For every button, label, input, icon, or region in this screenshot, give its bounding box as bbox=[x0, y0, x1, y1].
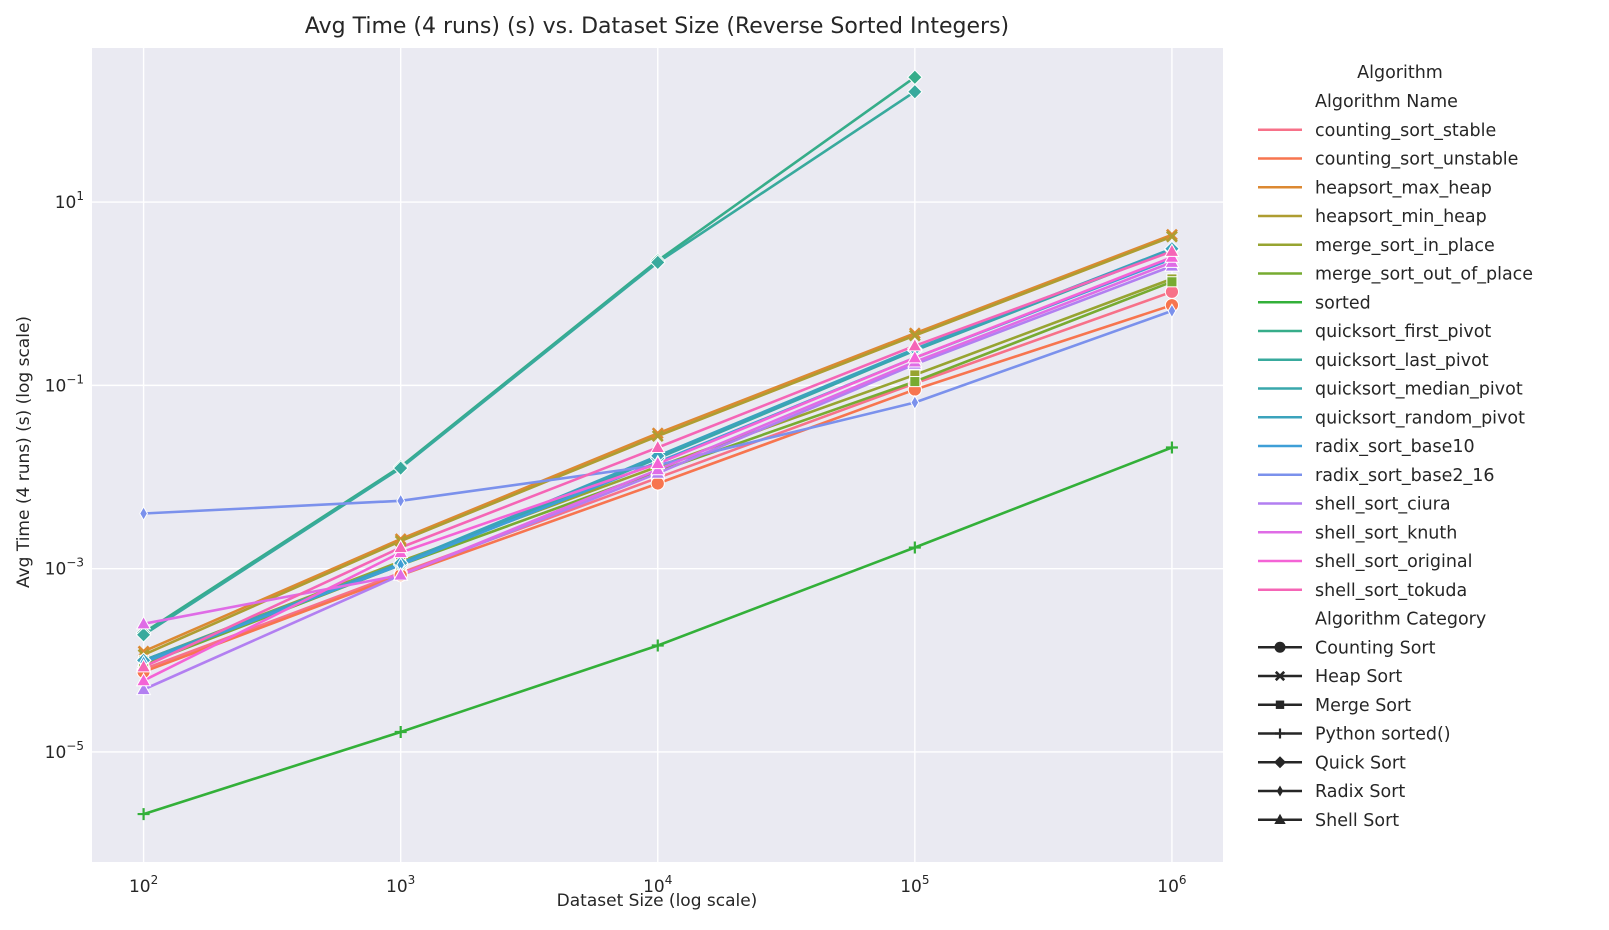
data-point-shell_sort_tokuda bbox=[135, 658, 152, 673]
legend-entry-radix_sort_base10: radix_sort_base10 bbox=[1315, 437, 1475, 457]
legend-style-Python sorted(): Python sorted() bbox=[1315, 725, 1451, 745]
series-line-quicksort_last_pivot bbox=[142, 90, 916, 636]
legend-entry-merge_sort_out_of_place: merge_sort_out_of_place bbox=[1315, 265, 1533, 285]
chart-title: Avg Time (4 runs) (s) vs. Dataset Size (… bbox=[305, 14, 1009, 39]
legend-style-title: Algorithm Category bbox=[1315, 610, 1486, 630]
data-point-radix_sort_base2_16 bbox=[139, 505, 149, 522]
data-point-radix_sort_base2_16 bbox=[910, 394, 920, 411]
data-point-quicksort_last_pivot bbox=[649, 254, 666, 271]
legend-entry-quicksort_random_pivot: quicksort_random_pivot bbox=[1315, 408, 1525, 428]
data-point-quicksort_last_pivot bbox=[392, 460, 409, 477]
y-tick-label: 10−5 bbox=[45, 739, 84, 763]
legend-style-Merge Sort: Merge Sort bbox=[1315, 696, 1411, 716]
legend-entry-merge_sort_in_place: merge_sort_in_place bbox=[1315, 236, 1495, 256]
legend-entry-counting_sort_stable: counting_sort_stable bbox=[1315, 121, 1496, 141]
y-axis-label: Avg Time (4 runs) (s) (log scale) bbox=[14, 316, 34, 588]
data-point-shell_sort_ciura bbox=[135, 681, 152, 696]
data-point-heapsort_max_heap bbox=[1165, 228, 1178, 241]
legend-entry-shell_sort_knuth: shell_sort_knuth bbox=[1315, 523, 1457, 543]
data-point-heapsort_min_heap bbox=[908, 329, 921, 342]
legend-entry-quicksort_first_pivot: quicksort_first_pivot bbox=[1315, 322, 1491, 342]
data-point-shell_sort_original bbox=[135, 672, 152, 687]
data-point-sorted bbox=[1165, 441, 1178, 454]
data-point-quicksort_last_pivot bbox=[135, 626, 152, 643]
legend-style-marker-plus bbox=[1275, 728, 1285, 739]
x-tick-label: 104 bbox=[643, 873, 672, 897]
legend-entry-radix_sort_base2_16: radix_sort_base2_16 bbox=[1315, 466, 1495, 486]
legend-style-Shell Sort: Shell Sort bbox=[1315, 811, 1399, 831]
data-point-heapsort_max_heap bbox=[908, 327, 921, 340]
legend-style-marker-x bbox=[1274, 670, 1286, 682]
data-point-shell_sort_knuth bbox=[392, 566, 409, 581]
data-point-shell_sort_tokuda bbox=[650, 439, 666, 454]
legend-hue-title: Algorithm Name bbox=[1315, 92, 1458, 112]
legend-entry-shell_sort_ciura: shell_sort_ciura bbox=[1315, 495, 1451, 515]
legend-entry-shell_sort_tokuda: shell_sort_tokuda bbox=[1315, 581, 1467, 601]
data-point-shell_sort_tokuda bbox=[907, 337, 923, 352]
legend-entry-heapsort_min_heap: heapsort_min_heap bbox=[1315, 207, 1487, 227]
legend-entry-sorted: sorted bbox=[1315, 293, 1371, 313]
data-point-heapsort_max_heap bbox=[651, 427, 664, 440]
data-point-merge_sort_out_of_place bbox=[909, 376, 921, 388]
legend-style-marker-thin-diamond bbox=[1276, 785, 1284, 797]
legend-style-marker-square bbox=[1275, 700, 1285, 709]
data-point-radix_sort_base2_16 bbox=[1167, 303, 1177, 319]
legend-entry-quicksort_median_pivot: quicksort_median_pivot bbox=[1315, 380, 1523, 400]
legend-title: Algorithm bbox=[1357, 63, 1443, 83]
legend-style-Quick Sort: Quick Sort bbox=[1315, 753, 1406, 773]
legend-style-Radix Sort: Radix Sort bbox=[1315, 782, 1405, 802]
x-tick-label: 103 bbox=[386, 873, 415, 897]
data-point-shell_sort_knuth bbox=[135, 615, 152, 630]
y-tick-label: 10−3 bbox=[45, 556, 84, 580]
y-tick-label: 101 bbox=[55, 189, 84, 213]
legend-entry-quicksort_last_pivot: quicksort_last_pivot bbox=[1315, 351, 1489, 371]
legend-entry-heapsort_max_heap: heapsort_max_heap bbox=[1315, 178, 1492, 198]
legend-style-Counting Sort: Counting Sort bbox=[1315, 638, 1436, 658]
x-tick-label: 102 bbox=[129, 873, 158, 897]
data-point-shell_sort_original bbox=[907, 349, 923, 364]
data-point-shell_sort_tokuda bbox=[1164, 243, 1180, 257]
data-point-heapsort_min_heap bbox=[1165, 230, 1178, 243]
legend-style-marker-triangle bbox=[1274, 813, 1286, 824]
data-point-heapsort_min_heap bbox=[651, 430, 664, 443]
data-point-counting_sort_unstable bbox=[650, 476, 665, 491]
data-point-heapsort_max_heap bbox=[394, 533, 407, 546]
legend-style-marker-diamond bbox=[1274, 756, 1286, 769]
data-point-sorted bbox=[908, 541, 921, 554]
data-point-sorted bbox=[394, 726, 407, 739]
legend-style-Heap Sort: Heap Sort bbox=[1315, 667, 1402, 687]
x-tick-label: 106 bbox=[1157, 873, 1186, 897]
data-point-radix_sort_base2_16 bbox=[396, 493, 406, 509]
legend-entry-counting_sort_unstable: counting_sort_unstable bbox=[1315, 150, 1518, 170]
data-point-shell_sort_original bbox=[650, 455, 666, 470]
data-point-sorted bbox=[137, 808, 150, 821]
y-tick-label: 10−1 bbox=[45, 372, 84, 396]
data-point-quicksort_last_pivot bbox=[906, 83, 923, 100]
data-point-merge_sort_out_of_place bbox=[1166, 276, 1178, 288]
x-axis-label: Dataset Size (log scale) bbox=[557, 891, 758, 911]
data-point-shell_sort_tokuda bbox=[392, 539, 409, 554]
legend-style-marker-circle bbox=[1274, 641, 1286, 653]
data-point-sorted bbox=[651, 639, 664, 652]
legend: Algorithm Algorithm Name counting_sort_sta… bbox=[1258, 63, 1533, 831]
x-tick-label: 105 bbox=[900, 873, 929, 897]
legend-entry-shell_sort_original: shell_sort_original bbox=[1315, 552, 1473, 572]
